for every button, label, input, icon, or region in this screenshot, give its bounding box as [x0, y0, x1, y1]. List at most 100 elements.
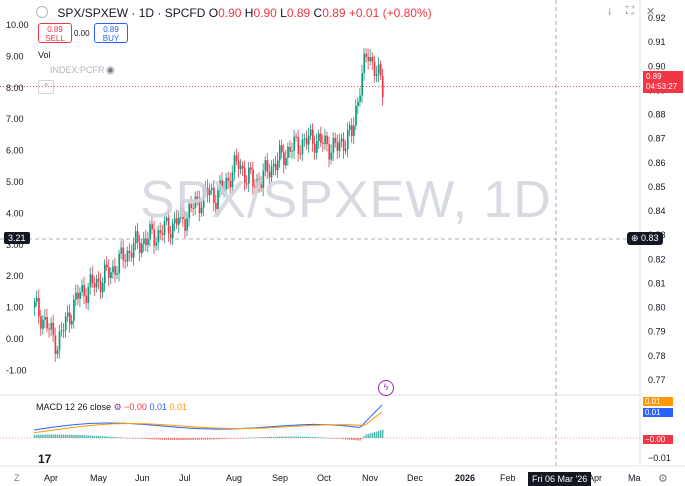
macd-histogram-bar: [256, 437, 258, 438]
candle-body: [192, 207, 195, 209]
macd-histogram-bar: [75, 434, 77, 438]
macd-histogram-bar: [200, 438, 203, 440]
eye-icon[interactable]: ◉: [106, 65, 115, 76]
tradingview-logo-icon[interactable]: 17: [38, 452, 52, 466]
macd-histogram-bar: [159, 438, 162, 440]
macd-histogram-bar: [153, 438, 155, 440]
candle-body: [377, 64, 380, 75]
sell-price: 0.89: [47, 25, 63, 34]
macd-histogram-bar: [106, 436, 108, 438]
macd-histogram-bar: [287, 436, 289, 438]
candle-body: [190, 204, 193, 208]
candle-body: [50, 322, 53, 330]
candle-body: [346, 130, 349, 150]
symbol-title[interactable]: SPX/SPXEW · 1D · SPCFD: [57, 6, 206, 20]
timezone-label[interactable]: Z: [14, 473, 20, 483]
sell-button[interactable]: 0.89 SELL: [38, 23, 72, 43]
crosshair-price-right: ⊕ 0.83: [627, 232, 663, 245]
time-axis-label: Oct: [317, 473, 332, 483]
macd-pane: [0, 404, 640, 441]
macd-title[interactable]: MACD 12 26 close: [36, 402, 112, 412]
candle-body: [301, 139, 304, 155]
candle-body: [104, 264, 106, 284]
expand-icon[interactable]: ⛶: [626, 5, 634, 17]
candle-body: [252, 169, 254, 187]
macd-histogram-bar: [132, 438, 135, 439]
candle-body: [264, 160, 267, 171]
candle-body: [202, 189, 205, 208]
macd-settings-icon[interactable]: ⚙: [113, 402, 122, 412]
candle-body: [83, 285, 86, 296]
ohlc-item: O0.90: [208, 6, 242, 20]
chevron-up-icon[interactable]: ^: [38, 80, 54, 94]
macd-histogram-bar: [295, 436, 297, 438]
candle-body: [73, 299, 75, 321]
left-axis-tick: 3.00: [6, 240, 24, 250]
last-price-value: 0.89: [646, 72, 662, 81]
macd-histogram-bar: [320, 437, 322, 438]
macd-histogram-bar: [206, 438, 209, 440]
candle-body: [340, 138, 343, 142]
macd-histogram-bar: [237, 438, 240, 439]
macd-signal-badge: 0.01: [643, 397, 673, 406]
candle-body: [91, 274, 94, 284]
candle-body: [178, 217, 180, 225]
macd-histogram-bar: [301, 436, 304, 438]
right-axis-tick: 0.84: [648, 206, 666, 216]
macd-histogram-bar: [377, 430, 380, 438]
candle-body: [274, 163, 277, 171]
macd-histogram-bar: [367, 433, 369, 438]
compare-symbol-label[interactable]: INDEX:PCFR: [50, 65, 105, 75]
candle-body: [206, 187, 209, 196]
macd-histogram-bar: [66, 434, 69, 438]
macd-histogram-bar: [196, 438, 199, 440]
down-arrow-icon[interactable]: ↓: [607, 5, 613, 17]
macd-histogram-bar: [48, 434, 50, 438]
candle-body: [106, 264, 108, 268]
macd-histogram-bar: [279, 436, 281, 438]
macd-histogram-bar: [149, 438, 151, 440]
macd-histogram-bar: [221, 438, 223, 439]
macd-histogram-bar: [108, 436, 110, 438]
candle-body: [344, 149, 347, 151]
left-axis-tick: 6.00: [6, 146, 24, 156]
macd-histogram-bar: [225, 438, 227, 439]
candle-body: [118, 253, 121, 274]
candle-body: [87, 287, 90, 303]
left-axis-tick: -1.00: [6, 365, 27, 375]
macd-legend: MACD 12 26 close ⚙ −0.00 0.01 0.01: [36, 402, 187, 413]
buy-button[interactable]: 0.89 BUY: [94, 23, 128, 43]
candle-body: [357, 101, 359, 106]
candle-body: [248, 167, 250, 184]
candle-body: [217, 190, 219, 209]
close-icon[interactable]: ✕: [646, 6, 656, 18]
signal-line: [33, 411, 383, 434]
time-axis-label: Feb: [500, 473, 516, 483]
macd-histogram-bar: [229, 438, 232, 439]
macd-histogram-bar: [264, 437, 267, 438]
candle-body: [171, 223, 174, 239]
right-axis-tick: 0.85: [648, 182, 666, 192]
candle-body: [359, 95, 361, 102]
candle-body: [291, 150, 294, 152]
candle-body: [69, 312, 71, 325]
right-axis-tick: 0.86: [648, 158, 666, 168]
candle-body: [132, 243, 135, 258]
gear-icon[interactable]: ⚙: [658, 473, 668, 485]
candle-body: [239, 165, 242, 170]
macd-histogram-bar: [334, 438, 337, 439]
candle-body: [209, 189, 211, 196]
flash-icon[interactable]: ϟ: [378, 380, 394, 396]
ohlc-item: +0.01 (+0.80%): [348, 6, 432, 20]
candle-body: [244, 168, 246, 184]
candle-body: [159, 230, 162, 233]
macd-histogram-bar: [99, 436, 102, 438]
candle-body: [153, 229, 156, 246]
spread-value: 0.00: [74, 29, 90, 38]
candle-body: [287, 146, 289, 158]
candle-body: [235, 155, 238, 161]
left-axis-tick: 9.00: [6, 51, 24, 61]
volume-label[interactable]: Vol: [38, 50, 51, 60]
candle-body: [371, 57, 374, 62]
